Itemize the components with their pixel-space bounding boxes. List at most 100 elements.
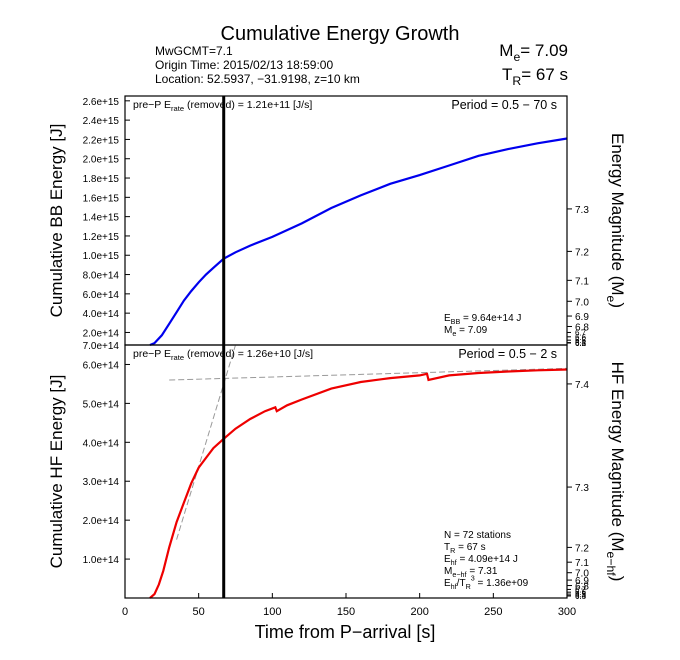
y-tick-label: 1.6e+15 xyxy=(83,193,120,204)
x-axis: 0 50 100 150 200 250 300 xyxy=(122,593,576,618)
pre-p-annotation-part-0: pre−P E xyxy=(133,348,171,360)
mag-tick-label: 7.1 xyxy=(575,276,589,287)
x-tick-label: 0 xyxy=(122,606,128,618)
mag-tick-label: 7.3 xyxy=(575,483,589,494)
y-tick-label: 3.0e+14 xyxy=(83,477,120,488)
info-row-part-0: M xyxy=(444,566,452,577)
right-axis-label: Energy Magnitude (Me) xyxy=(604,133,627,308)
mag-tick-label: 7.4 xyxy=(575,380,589,391)
info-row-part-0: E xyxy=(444,554,451,565)
pre-p-annotation-part-2: (removed) = 1.21e+11 [J/s] xyxy=(184,99,312,111)
info-row-part-2: = 7.31 xyxy=(467,566,498,577)
right-axis-label-part-0: HF Energy Magnitude (M xyxy=(608,362,627,552)
info-row-part-2: = 9.64e+14 J xyxy=(460,313,521,324)
event-info-line: Origin Time: 2015/02/13 18:59:00 xyxy=(155,58,333,72)
tr-value-part-0: T xyxy=(502,65,512,84)
me-value-part-1: e xyxy=(513,50,520,64)
mag-tick-label-small: 6.7 xyxy=(575,328,587,337)
y-tick-label: 2.4e+15 xyxy=(83,116,120,127)
mag-tick-label-small: 6.2 xyxy=(575,339,587,348)
info-row-part-4: 3 xyxy=(471,574,475,583)
period-label: Period = 0.5 − 2 s xyxy=(458,347,557,361)
x-tick-label: 100 xyxy=(263,606,281,618)
mag-tick-label-small: 6.3 xyxy=(575,592,587,601)
info-row-part-2: = 4.09e+14 J xyxy=(457,554,518,565)
mag-tick-label-small: 6.5 xyxy=(575,590,587,599)
info-row: Me−hf = 7.31 xyxy=(444,566,498,579)
pre-p-annotation: pre−P Erate (removed) = 1.21e+11 [J/s] xyxy=(133,99,312,113)
y-tick-label: 2.2e+15 xyxy=(83,135,120,146)
info-row-part-2: /T xyxy=(457,578,466,589)
mag-tick-label: 7.2 xyxy=(575,543,589,554)
y-axis-label: Cumulative HF Energy [J] xyxy=(47,375,66,569)
mag-tick-label: 7.1 xyxy=(575,558,589,569)
mag-tick-label: 6.9 xyxy=(575,312,589,323)
mag-tick-label: 6.9 xyxy=(575,576,589,587)
panel-high-frequency: 1.0e+14 2.0e+14 3.0e+14 4.0e+14 5.0e+14 6.0e+… xyxy=(47,344,627,601)
info-row-part-0: N = 72 stations xyxy=(444,530,511,541)
mag-tick-label: 6.8 xyxy=(575,322,589,333)
info-row-part-0: M xyxy=(444,325,452,336)
right-axis-label: HF Energy Magnitude (Me−hf) xyxy=(604,362,627,582)
panel-frame xyxy=(124,95,568,346)
panel-broadband: 7.0e+14 2.0e+14 4.0e+14 6.0e+14 8.0e+14 1.0e+… xyxy=(47,95,627,352)
panels: 7.0e+14 2.0e+14 4.0e+14 6.0e+14 8.0e+14 1.0e+… xyxy=(47,95,627,601)
mag-tick-label-small: 6.5 xyxy=(575,336,587,345)
pre-p-annotation-part-0: pre−P E xyxy=(133,99,171,111)
mag-tick-label-small: 6.4 xyxy=(575,592,587,601)
y-tick-label: 1.8e+15 xyxy=(83,174,120,185)
y-tick-label: 1.4e+15 xyxy=(83,213,120,224)
pre-p-annotation-part-1: rate xyxy=(171,104,184,113)
mag-tick-label-small: 6.6 xyxy=(575,333,587,342)
y-tick-label: 4.0e+14 xyxy=(83,438,120,449)
info-row-part-2: = 7.09 xyxy=(456,325,487,336)
high-frequency-energy-line xyxy=(149,368,568,599)
me-value-part-2: = 7.09 xyxy=(520,41,568,60)
right-axis-label-part-1: e xyxy=(604,296,618,303)
y-tick-label: 2.0e+15 xyxy=(83,155,120,166)
mag-tick-label: 7.0 xyxy=(575,297,589,308)
info-row: Ehf = 4.09e+14 J xyxy=(444,554,518,567)
y-tick-label: 1.0e+14 xyxy=(83,555,120,566)
info-row-part-0: E xyxy=(444,578,451,589)
guide-line-1 xyxy=(176,344,236,540)
right-axis-label-part-1: e−hf xyxy=(604,552,618,577)
chart-title: Cumulative Energy Growth xyxy=(221,23,460,45)
x-tick-label: 300 xyxy=(558,606,576,618)
info-row-part-1: BB xyxy=(451,317,461,326)
mag-tick-label: 7.0 xyxy=(575,569,589,580)
broadband-energy-line xyxy=(149,137,568,347)
right-axis-label-part-2: ) xyxy=(608,302,627,308)
info-row: EBB = 9.64e+14 J xyxy=(444,313,521,326)
pre-p-annotation: pre−P Erate (removed) = 1.26e+10 [J/s] xyxy=(133,348,313,362)
me-value: Me= 7.09 xyxy=(499,41,568,64)
mag-tick-label: 7.3 xyxy=(575,205,589,216)
y-tick-label: 6.0e+14 xyxy=(83,290,120,301)
y-tick-label: 2.0e+14 xyxy=(83,516,120,527)
y-axis-label: Cumulative BB Energy [J] xyxy=(47,124,66,318)
pre-p-annotation-part-1: rate xyxy=(171,353,184,362)
y-tick-label: 4.0e+14 xyxy=(83,309,120,320)
right-axis-label-part-0: Energy Magnitude (M xyxy=(608,133,627,296)
info-row-part-0: T xyxy=(444,542,450,553)
mag-tick-label: 7.2 xyxy=(575,247,589,258)
mag-tick-label-small: 6.6 xyxy=(575,588,587,597)
y-tick-label: 1.0e+15 xyxy=(83,251,120,262)
event-info-line: MwGCMT=7.1 xyxy=(155,44,233,58)
info-row-part-1: e−hf xyxy=(452,570,466,579)
y-tick-label: 2.0e+14 xyxy=(83,328,120,339)
info-row-part-1: hf xyxy=(451,558,457,567)
mag-tick-label-small: 6.3 xyxy=(575,339,587,348)
info-row-part-5: = 1.36e+09 xyxy=(475,578,529,589)
y-tick-label: 2.6e+15 xyxy=(83,97,120,108)
info-row-part-3: R xyxy=(466,582,471,591)
y-tick-label: 7.0e+14 xyxy=(83,341,120,352)
info-row: Me = 7.09 xyxy=(444,325,488,338)
x-tick-label: 200 xyxy=(410,606,428,618)
x-axis-label: Time from P−arrival [s] xyxy=(255,622,436,642)
y-tick-label: 6.0e+14 xyxy=(83,360,120,371)
mag-tick-label: 6.8 xyxy=(575,582,589,593)
period-label: Period = 0.5 − 70 s xyxy=(451,98,557,112)
